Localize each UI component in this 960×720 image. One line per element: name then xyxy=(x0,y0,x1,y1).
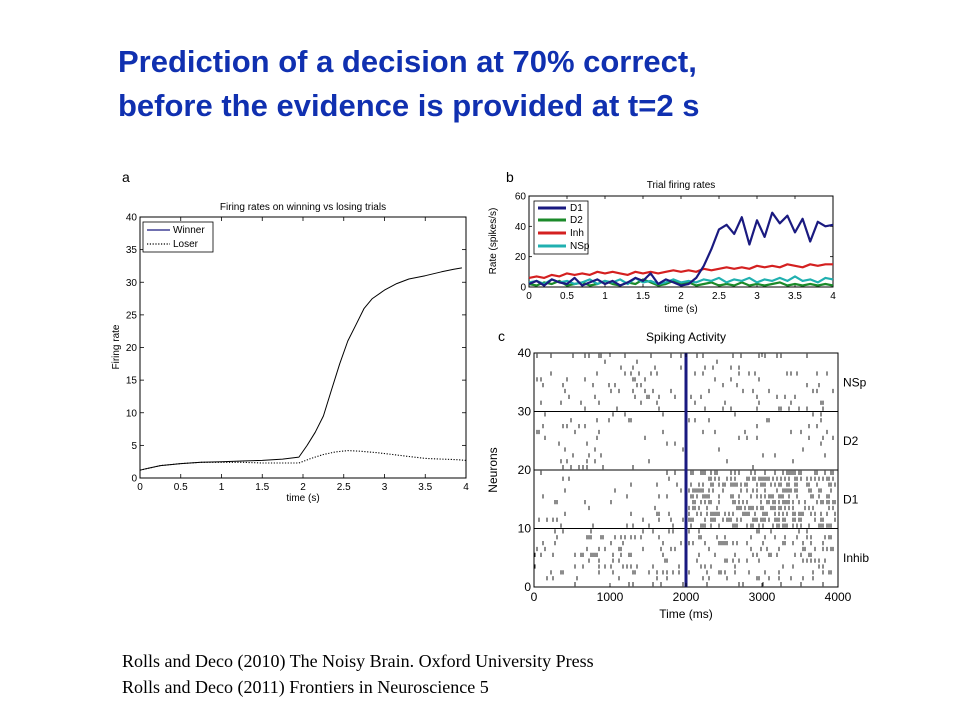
chart-a-xtick-label: 4 xyxy=(463,482,469,493)
chart-c-title: Spiking Activity xyxy=(646,330,726,344)
chart-c-ytick-label: 30 xyxy=(518,405,532,419)
chart-a-xtick-label: 1 xyxy=(219,482,225,493)
chart-a-ytick-label: 30 xyxy=(126,278,138,289)
chart-a-xtick-label: 2.5 xyxy=(337,482,351,493)
chart-b-ytick-label: 40 xyxy=(515,222,527,233)
chart-b-xtick-label: 2.5 xyxy=(712,291,726,302)
chart-a-title: Firing rates on winning vs losing trials xyxy=(220,202,386,213)
group-label-d2: D2 xyxy=(843,434,859,448)
chart-a-xtick-label: 3 xyxy=(382,482,388,493)
chart-b-legend: D1 D2 Inh NSp xyxy=(533,200,590,255)
chart-c-ytick-label: 0 xyxy=(524,580,531,594)
series-line-inh xyxy=(528,263,833,279)
chart-b-xtick-label: 1 xyxy=(602,291,608,302)
chart-b-xtick-label: 0 xyxy=(526,291,532,302)
chart-a-ytick-label: 10 xyxy=(126,408,138,419)
chart-a: Firing rates on winning vs losing trials… xyxy=(111,202,469,504)
chart-b-xtick-label: 1.5 xyxy=(636,291,650,302)
chart-a-legend-box xyxy=(142,221,214,253)
chart-a-xtick-label: 0 xyxy=(137,482,143,493)
legend-label-loser: Loser xyxy=(173,239,199,250)
chart-a-ytick-label: 35 xyxy=(126,245,138,256)
legend-label-inh: Inh xyxy=(570,228,584,239)
citations: Rolls and Deco (2010) The Noisy Brain. O… xyxy=(122,648,594,700)
chart-a-xtick-label: 2 xyxy=(300,482,306,493)
legend-label-d1: D1 xyxy=(570,203,583,214)
chart-a-ytick-label: 5 xyxy=(131,441,137,452)
chart-a-xtick-label: 1.5 xyxy=(255,482,269,493)
chart-a-frame xyxy=(139,216,467,479)
chart-a-xtick-label: 0.5 xyxy=(174,482,188,493)
slide-title-line-2: before the evidence is provided at t=2 s xyxy=(118,88,700,123)
chart-a-xlabel: time (s) xyxy=(286,493,319,504)
panel-label-b: b xyxy=(506,169,514,185)
chart-b-ytick-label: 20 xyxy=(515,252,527,263)
legend-label-nsp: NSp xyxy=(570,241,590,252)
chart-c-ytick-label: 20 xyxy=(518,463,532,477)
chart-a-ytick-label: 0 xyxy=(131,474,137,485)
chart-b: Trial firing rates time (s) Rate (spikes… xyxy=(488,180,836,315)
chart-c-xtick-label: 1000 xyxy=(597,590,624,604)
panel-label-c: c xyxy=(498,328,505,344)
group-label-nsp: NSp xyxy=(843,375,867,389)
chart-b-ylabel: Rate (spikes/s) xyxy=(488,208,499,275)
chart-b-xtick-label: 4 xyxy=(830,291,836,302)
chart-a-ylabel: Firing rate xyxy=(111,324,122,369)
chart-c-ylabel: Neurons xyxy=(486,447,500,492)
chart-c-xlabel: Time (ms) xyxy=(659,607,713,621)
slide-title: Prediction of a decision at 70% correct,… xyxy=(118,40,938,128)
slide-title-line-1: Prediction of a decision at 70% correct, xyxy=(118,44,697,79)
chart-a-xtick-label: 3.5 xyxy=(418,482,432,493)
series-line-winner xyxy=(139,267,462,471)
group-label-d1: D1 xyxy=(843,492,859,506)
chart-b-xtick-label: 3.5 xyxy=(788,291,802,302)
chart-c: Spiking Activity Time (ms) Neurons Inhib… xyxy=(486,330,869,621)
chart-b-ytick-label: 0 xyxy=(520,283,526,294)
chart-c-ytick-label: 40 xyxy=(518,346,532,360)
chart-c-xtick-label: 2000 xyxy=(673,590,700,604)
chart-a-ytick-label: 25 xyxy=(126,310,138,321)
chart-a-ytick-label: 40 xyxy=(126,213,138,224)
chart-b-xtick-label: 0.5 xyxy=(560,291,574,302)
panel-label-a: a xyxy=(122,169,130,185)
chart-c-ytick-label: 10 xyxy=(518,522,532,536)
group-label-inhib: Inhib xyxy=(843,551,869,565)
chart-b-title: Trial firing rates xyxy=(647,180,716,191)
citation-2: Rolls and Deco (2011) Frontiers in Neuro… xyxy=(122,677,489,697)
legend-label-winner: Winner xyxy=(173,225,205,236)
chart-c-xtick-label: 4000 xyxy=(825,590,852,604)
citation-1: Rolls and Deco (2010) The Noisy Brain. O… xyxy=(122,651,594,671)
chart-a-ytick-label: 15 xyxy=(126,376,138,387)
chart-b-xtick-label: 3 xyxy=(754,291,760,302)
series-line-loser xyxy=(139,450,467,471)
series-line-d1 xyxy=(528,211,834,287)
chart-c-xtick-label: 0 xyxy=(531,590,538,604)
chart-a-legend: Winner Loser xyxy=(142,221,214,253)
chart-b-ytick-label: 60 xyxy=(515,192,527,203)
chart-c-xtick-label: 3000 xyxy=(749,590,776,604)
chart-b-xlabel: time (s) xyxy=(664,304,697,315)
legend-label-d2: D2 xyxy=(570,215,583,226)
chart-b-xtick-label: 2 xyxy=(678,291,684,302)
chart-a-ytick-label: 20 xyxy=(126,343,138,354)
